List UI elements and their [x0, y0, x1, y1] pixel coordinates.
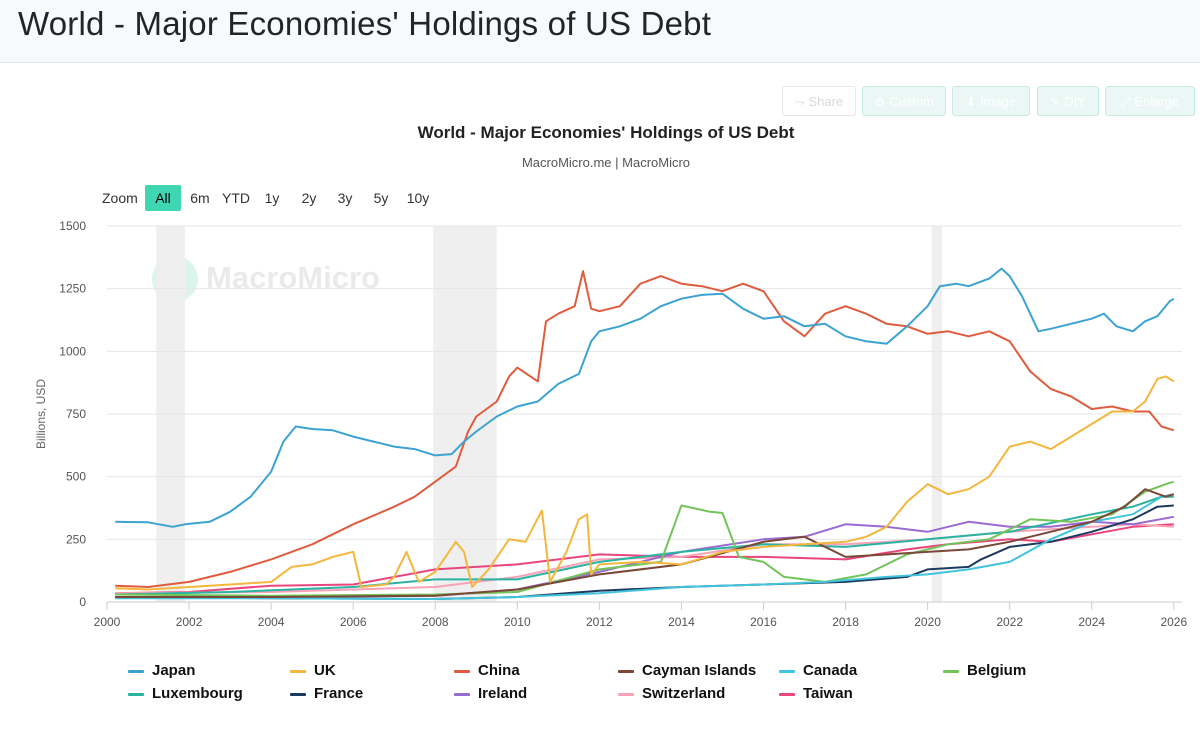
series-line-canada: [115, 493, 1174, 600]
legend-item-uk[interactable]: UK: [290, 660, 336, 682]
x-tick-label: 2018: [832, 615, 859, 629]
x-tick-label: 2000: [94, 615, 121, 629]
legend-label: China: [478, 662, 520, 679]
series-line-uk: [115, 375, 1175, 591]
x-tick-label: 2010: [504, 615, 531, 629]
legend-label: Taiwan: [803, 685, 853, 702]
legend-label: Switzerland: [642, 685, 726, 702]
x-tick-label: 2024: [1078, 615, 1105, 629]
legend-swatch: [779, 669, 795, 673]
x-tick-label: 2026: [1160, 615, 1187, 629]
y-tick-label: 1250: [59, 282, 86, 296]
x-tick-label: 2006: [340, 615, 367, 629]
enlarge-button-label: Enlarge: [1134, 94, 1180, 109]
zoom-option-3y[interactable]: 3y: [337, 190, 353, 206]
legend-label: Japan: [152, 662, 196, 679]
legend-swatch: [290, 669, 306, 673]
x-tick-label: 2008: [422, 615, 449, 629]
zoom-option-all[interactable]: All: [145, 185, 181, 211]
y-tick-label: 1000: [59, 344, 86, 358]
legend-swatch: [618, 692, 634, 696]
x-tick-label: 2012: [586, 615, 613, 629]
y-tick-label: 0: [79, 595, 86, 609]
custom-button[interactable]: ⚙ Custom: [862, 86, 946, 116]
legend-label: Luxembourg: [152, 685, 243, 702]
diy-button[interactable]: ✎ DIY: [1037, 86, 1099, 116]
legend-swatch: [779, 692, 795, 696]
legend-item-ireland[interactable]: Ireland: [454, 683, 527, 705]
legend-swatch: [454, 669, 470, 673]
x-tick-label: 2016: [750, 615, 777, 629]
zoom-option-5y[interactable]: 5y: [373, 190, 389, 206]
series-line-belgium: [115, 480, 1175, 597]
y-tick-label: 1500: [59, 219, 86, 233]
x-tick-label: 2014: [668, 615, 695, 629]
x-tick-label: 2022: [996, 615, 1023, 629]
legend-item-japan[interactable]: Japan: [128, 660, 195, 682]
legend-label: Ireland: [478, 685, 528, 702]
legend-label: Cayman Islands: [642, 662, 757, 679]
zoom-option-6m[interactable]: 6m: [190, 190, 210, 206]
legend-swatch: [943, 669, 959, 673]
share-icon: ⤳: [794, 95, 805, 109]
legend-item-cayman-islands[interactable]: Cayman Islands: [618, 660, 756, 682]
custom-button-label: Custom: [888, 94, 934, 109]
y-axis-label: Billions, USD: [34, 379, 48, 449]
x-tick-label: 2020: [914, 615, 941, 629]
page-title: World - Major Economies' Holdings of US …: [18, 5, 712, 42]
legend-label: Belgium: [967, 662, 1027, 679]
series-line-japan: [115, 267, 1175, 528]
share-button[interactable]: ⤳ Share: [782, 86, 856, 116]
legend-item-switzerland[interactable]: Switzerland: [618, 683, 725, 705]
legend-swatch: [618, 669, 634, 673]
image-button-label: Image: [979, 94, 1017, 109]
pencil-icon: ✎: [1050, 95, 1061, 109]
chart-legend: Japan UK China Cayman Islands Canada Belgium L…: [0, 660, 1200, 708]
x-tick-label: 2004: [258, 615, 285, 629]
legend-item-canada[interactable]: Canada: [779, 660, 857, 682]
zoom-option-1y[interactable]: 1y: [264, 190, 280, 206]
page-header: World - Major Economies' Holdings of US …: [0, 0, 1200, 63]
legend-item-france[interactable]: France: [290, 683, 363, 705]
legend-label: France: [314, 685, 364, 702]
zoom-label: Zoom: [102, 190, 138, 206]
legend-label: Canada: [803, 662, 858, 679]
download-icon: ⬇: [965, 95, 976, 109]
legend-item-luxembourg[interactable]: Luxembourg: [128, 683, 243, 705]
y-tick-label: 500: [66, 470, 86, 484]
legend-label: UK: [314, 662, 336, 679]
enlarge-button[interactable]: ⤢ Enlarge: [1105, 86, 1195, 116]
zoom-option-ytd[interactable]: YTD: [222, 190, 250, 206]
y-tick-label: 250: [66, 532, 86, 546]
image-button[interactable]: ⬇ Image: [952, 86, 1030, 116]
gear-icon: ⚙: [874, 95, 885, 109]
diy-button-label: DIY: [1064, 94, 1086, 109]
legend-swatch: [454, 692, 470, 696]
legend-item-china[interactable]: China: [454, 660, 520, 682]
legend-item-belgium[interactable]: Belgium: [943, 660, 1026, 682]
zoom-option-10y[interactable]: 10y: [406, 190, 430, 206]
legend-item-taiwan[interactable]: Taiwan: [779, 683, 853, 705]
chart-subtitle: MacroMicro.me | MacroMicro: [522, 155, 690, 170]
y-tick-label: 750: [66, 407, 86, 421]
x-tick-label: 2002: [176, 615, 203, 629]
chart-title: World - Major Economies' Holdings of US …: [418, 123, 795, 142]
share-button-label: Share: [808, 94, 844, 109]
legend-swatch: [290, 692, 306, 696]
legend-swatch: [128, 669, 144, 673]
series-line-cayman-islands: [115, 488, 1175, 598]
expand-icon: ⤢: [1120, 95, 1131, 109]
series-line-china: [115, 270, 1175, 588]
line-chart: World - Major Economies' Holdings of US …: [34, 123, 1187, 629]
zoom-option-2y[interactable]: 2y: [301, 190, 317, 206]
legend-swatch: [128, 692, 144, 696]
